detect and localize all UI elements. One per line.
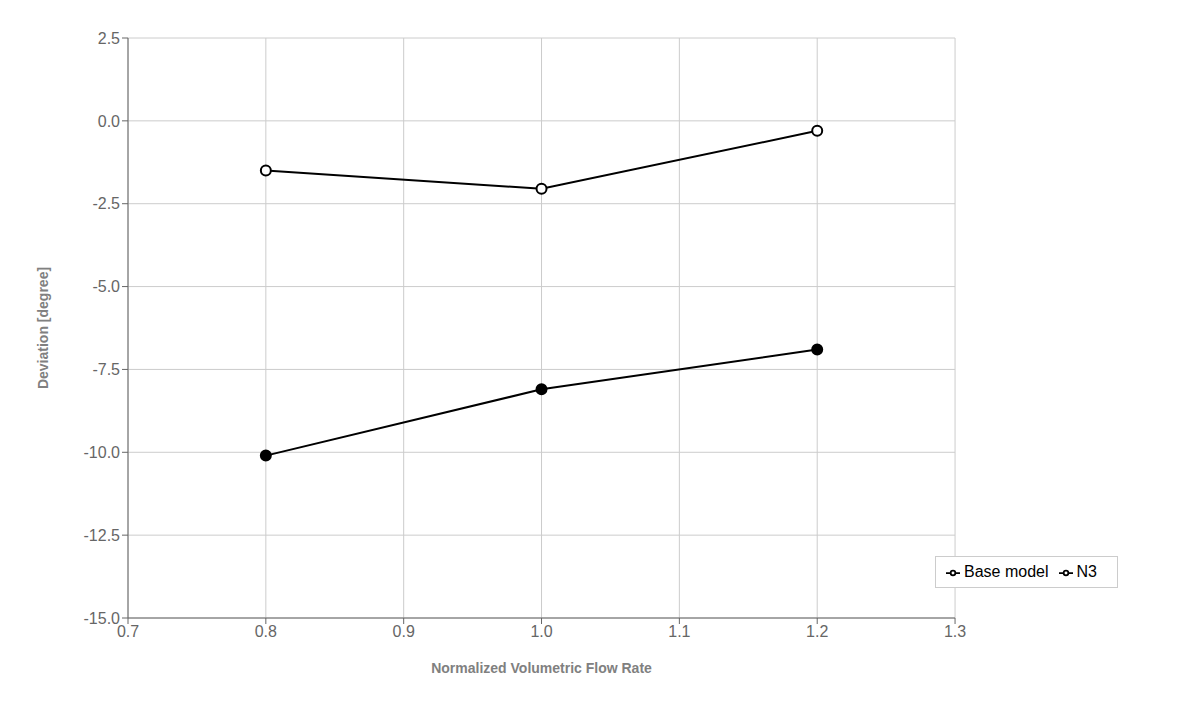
svg-text:-2.5: -2.5 xyxy=(92,195,120,212)
svg-text:-7.5: -7.5 xyxy=(92,361,120,378)
svg-text:1.2: 1.2 xyxy=(806,623,828,640)
html-text:Base model: Base model xyxy=(964,563,1049,580)
svg-text:0.0: 0.0 xyxy=(98,113,120,130)
svg-text:2.5: 2.5 xyxy=(98,30,120,47)
svg-text:Normalized Volumetric Flow Rat: Normalized Volumetric Flow Rate xyxy=(431,660,652,676)
svg-text:0.8: 0.8 xyxy=(255,623,277,640)
svg-text:1.1: 1.1 xyxy=(668,623,690,640)
svg-text:-10.0: -10.0 xyxy=(84,444,121,461)
svg-text:Deviation [degree]: Deviation [degree] xyxy=(35,267,51,389)
svg-text:1.0: 1.0 xyxy=(530,623,552,640)
svg-text:0.9: 0.9 xyxy=(393,623,415,640)
svg-text:0.7: 0.7 xyxy=(117,623,139,640)
svg-text:1.3: 1.3 xyxy=(944,623,966,640)
html-text:N3: N3 xyxy=(1076,563,1097,580)
svg-text:-15.0: -15.0 xyxy=(84,610,121,627)
svg-text:-5.0: -5.0 xyxy=(92,278,120,295)
svg-text:-12.5: -12.5 xyxy=(84,527,121,544)
